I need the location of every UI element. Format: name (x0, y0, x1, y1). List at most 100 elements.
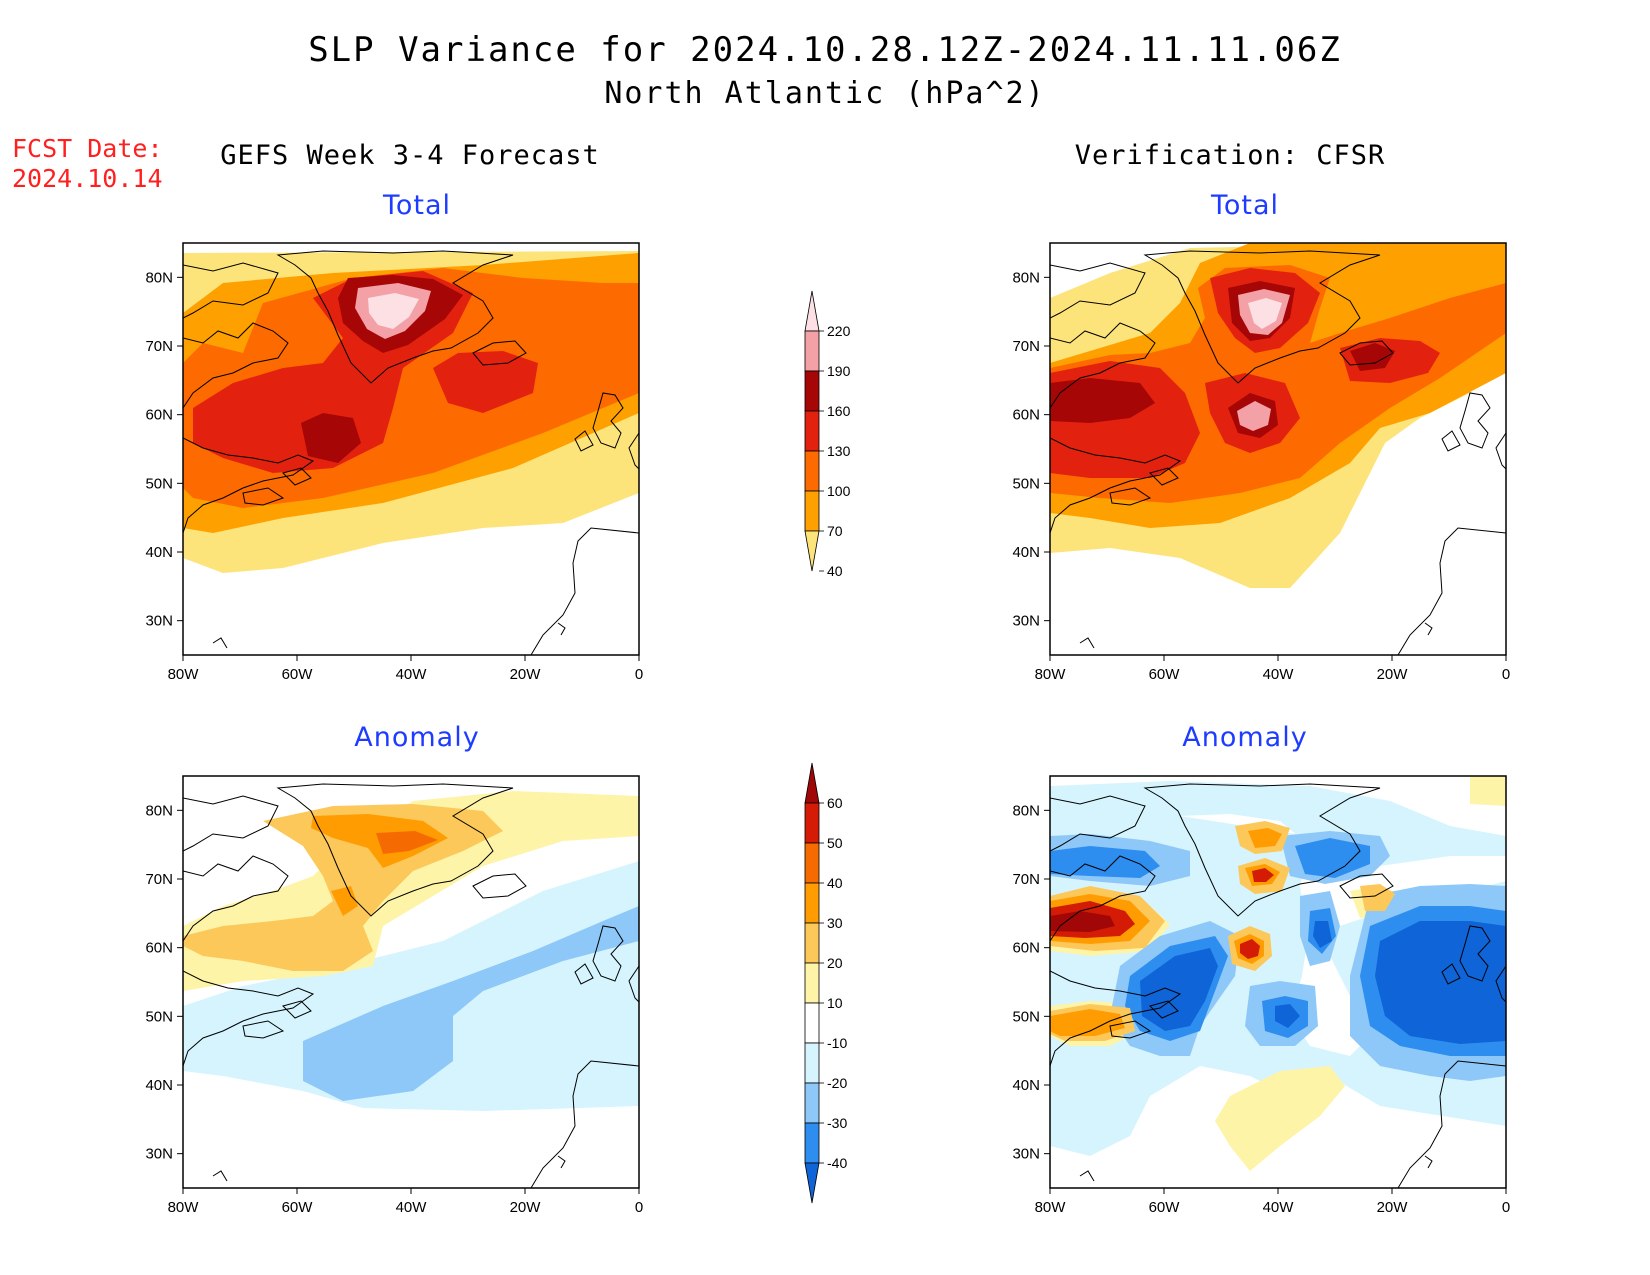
colorbar-swatch (804, 1162, 820, 1204)
colorbar-label: 70 (827, 523, 843, 539)
colorbar-swatch (804, 802, 820, 844)
lon-tick-label: 20W (1377, 1199, 1409, 1216)
panel-title-total-verification: Total (1210, 190, 1280, 221)
colorbar-swatch (804, 762, 820, 804)
lat-tick-label: 50N (145, 1008, 173, 1025)
panel-title-anomaly-forecast: Anomaly (354, 722, 480, 753)
lon-tick-label: 20W (1377, 666, 1409, 683)
colorbar-swatch (804, 882, 820, 924)
lon-tick-label: 40W (396, 1199, 428, 1216)
lat-tick-label: 70N (145, 338, 173, 355)
colorbar-label: -40 (827, 1155, 847, 1171)
lat-tick-label: 80N (145, 269, 173, 286)
map-verification-anomaly: 80N 70N 60N 50N 40N 30N 80W 60W 40W 20W 0 (1012, 775, 1510, 1216)
lon-tick-label: 80W (168, 666, 200, 683)
colorbar-label: 40 (827, 875, 843, 891)
colorbar-label: -10 (827, 1035, 847, 1051)
fcst-date-value: 2024.10.14 (12, 164, 163, 193)
lon-tick-label: 40W (1263, 666, 1295, 683)
colorbar-swatch (804, 962, 820, 1004)
lat-tick-label: 50N (1012, 1008, 1040, 1025)
colorbar-label: -20 (827, 1075, 847, 1091)
colorbar-swatch (804, 530, 820, 572)
colorbar-swatch (804, 1122, 820, 1164)
colorbar-label: 20 (827, 955, 843, 971)
lat-tick-label: 60N (1012, 940, 1040, 957)
lat-tick-label: 30N (1012, 613, 1040, 630)
colorbar-swatch (804, 330, 820, 372)
colorbar-label: 50 (827, 835, 843, 851)
lat-tick-label: 80N (145, 802, 173, 819)
lat-tick-label: 40N (145, 1077, 173, 1094)
lat-tick-label: 70N (145, 871, 173, 888)
lat-tick-label: 80N (1012, 802, 1040, 819)
page-title: SLP Variance for 2024.10.28.12Z-2024.11.… (308, 30, 1342, 70)
lon-tick-label: 80W (1035, 1199, 1067, 1216)
colorbar-label: -30 (827, 1115, 847, 1131)
colorbar-swatch (804, 290, 820, 332)
coastlines (1050, 783, 1506, 1188)
lat-tick-label: 60N (145, 407, 173, 424)
map-verification-total: 80N 70N 60N 50N 40N 30N 80W 60W 40W 20W 0 (1012, 242, 1510, 683)
colorbar-total: 220 190 160 130 100 70 40 (795, 283, 875, 627)
map-forecast-total: 80N 70N 60N 50N 40N 30N 80W 60W 40W 20W 0 (145, 242, 643, 683)
panel-title-anomaly-verification: Anomaly (1182, 722, 1308, 753)
colorbar-swatch (804, 490, 820, 532)
contour-fill-verification-total (1050, 243, 1506, 588)
lon-tick-label: 60W (282, 1199, 314, 1216)
lat-tick-label: 30N (145, 1146, 173, 1163)
lat-tick-label: 70N (1012, 338, 1040, 355)
lon-tick-label: 20W (510, 666, 542, 683)
lon-tick-label: 20W (510, 1199, 542, 1216)
colorbar-swatch (804, 1042, 820, 1084)
colorbar-swatch (804, 1002, 820, 1044)
contour-fill-verification-anomaly (1050, 776, 1506, 1171)
forecast-column-heading: GEFS Week 3-4 Forecast (220, 140, 600, 171)
colorbar-label: 160 (827, 403, 851, 419)
lon-tick-label: 0 (1502, 666, 1510, 683)
lon-tick-label: 60W (282, 666, 314, 683)
colorbar-swatch (804, 450, 820, 492)
colorbar-label: 40 (827, 563, 843, 579)
colorbar-label: 220 (827, 323, 851, 339)
lon-tick-label: 60W (1149, 666, 1181, 683)
contour-fill-forecast-total (183, 251, 639, 573)
lon-tick-label: 0 (1502, 1199, 1510, 1216)
colorbar-label: 130 (827, 443, 851, 459)
verification-column-heading: Verification: CFSR (1074, 140, 1386, 171)
colorbar-swatch (804, 1082, 820, 1124)
lat-tick-label: 70N (1012, 871, 1040, 888)
colorbar-swatch (804, 922, 820, 964)
lon-tick-label: 60W (1149, 1199, 1181, 1216)
lon-tick-label: 0 (635, 1199, 643, 1216)
fcst-date-label: FCST Date: (12, 134, 163, 163)
colorbar-label: 60 (827, 795, 843, 811)
lat-tick-label: 60N (1012, 407, 1040, 424)
map-forecast-anomaly: 80N 70N 60N 50N 40N 30N 80W 60W 40W 20W 0 (145, 775, 643, 1216)
lat-tick-label: 30N (145, 613, 173, 630)
coastlines (1050, 250, 1506, 655)
lon-tick-label: 40W (396, 666, 428, 683)
colorbar-anomaly: 60 50 40 30 20 10 -10 -20 -30 -40 (795, 755, 875, 1219)
lon-tick-label: 80W (168, 1199, 200, 1216)
colorbar-label: 30 (827, 915, 843, 931)
panel-title-total-forecast: Total (382, 190, 452, 221)
lat-tick-label: 40N (145, 544, 173, 561)
lon-tick-label: 80W (1035, 666, 1067, 683)
lon-tick-label: 0 (635, 666, 643, 683)
lat-tick-label: 80N (1012, 269, 1040, 286)
colorbar-swatch (804, 842, 820, 884)
colorbar-label: 190 (827, 363, 851, 379)
colorbar-swatch (804, 370, 820, 412)
lat-tick-label: 40N (1012, 1077, 1040, 1094)
lon-tick-label: 40W (1263, 1199, 1295, 1216)
contour-fill-forecast-anomaly (183, 791, 639, 1111)
lat-tick-label: 60N (145, 940, 173, 957)
colorbar-label: 10 (827, 995, 843, 1011)
coastlines (183, 250, 639, 655)
lat-tick-label: 50N (145, 475, 173, 492)
page-subtitle: North Atlantic (hPa^2) (604, 76, 1046, 111)
lat-tick-label: 40N (1012, 544, 1040, 561)
lat-tick-label: 50N (1012, 475, 1040, 492)
lat-tick-label: 30N (1012, 1146, 1040, 1163)
